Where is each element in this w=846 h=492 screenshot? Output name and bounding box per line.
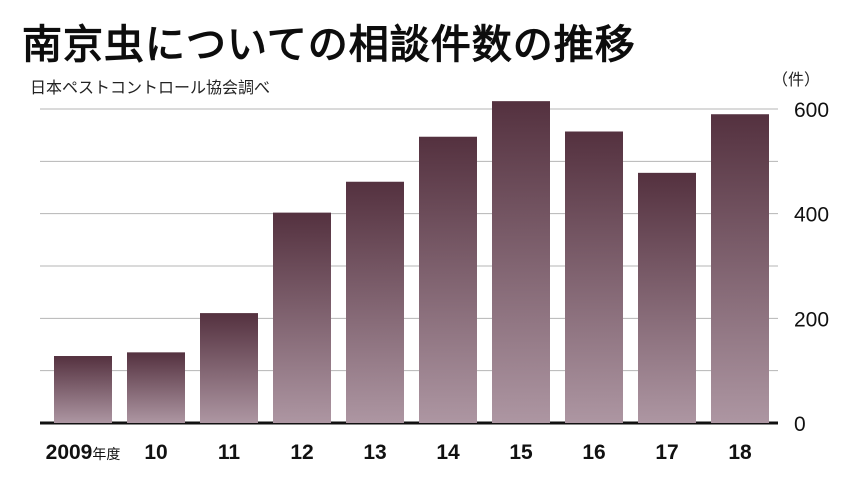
bar-12	[273, 212, 331, 423]
x-tick-suffix: 年度	[92, 447, 120, 463]
bar-10	[127, 352, 185, 423]
x-tick-label: 17	[655, 441, 678, 464]
x-tick-label: 12	[290, 441, 313, 464]
bar-13	[346, 181, 404, 423]
bar-14	[419, 136, 477, 423]
x-tick-label: 13	[363, 441, 386, 464]
y-tick-label: 600	[794, 99, 829, 122]
x-tick-label: 14	[436, 441, 460, 464]
bar-17	[638, 172, 696, 423]
x-tick-label: 11	[218, 441, 241, 464]
bar-18	[711, 114, 769, 423]
x-axis-ticks: 2009年度 10 11 12 13 14 15 16 17 18	[46, 441, 752, 464]
chart-source: 日本ペストコントロール協会調べ	[30, 78, 271, 97]
bar-2009	[54, 356, 112, 423]
chart-title: 南京虫についての相談件数の推移	[22, 22, 636, 68]
x-tick-label: 10	[144, 441, 167, 464]
bar-11	[200, 313, 258, 423]
y-tick-label: 400	[794, 204, 829, 227]
y-axis-ticks: 0 200 400 600	[794, 99, 829, 436]
bar-16	[565, 131, 623, 423]
y-tick-label: 200	[794, 308, 829, 331]
x-tick-label: 15	[509, 441, 533, 464]
bar-15	[492, 101, 550, 424]
y-tick-label: 0	[794, 413, 806, 436]
x-tick-label: 18	[728, 441, 752, 464]
x-tick-label: 2009年度	[46, 441, 121, 464]
x-tick-label: 16	[582, 441, 605, 464]
bars	[54, 101, 769, 424]
y-axis-unit: （件）	[772, 70, 821, 89]
